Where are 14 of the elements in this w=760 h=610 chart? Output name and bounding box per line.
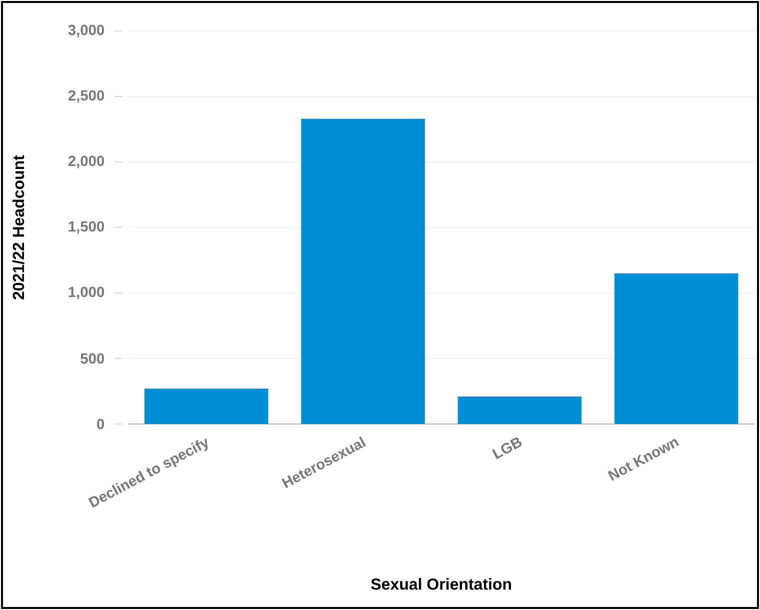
bar [458,396,582,424]
y-tick-label: 500 [80,353,104,364]
y-axis-title: 2021/22 Headcount [12,155,24,300]
y-tick-label: 1,000 [68,286,104,300]
y-tick-label: 2,500 [68,90,104,103]
x-tick-label: LGB [492,438,522,460]
y-tick-label: 3,000 [68,24,104,38]
bar [614,273,738,424]
y-tick-label: 1,500 [68,221,104,234]
y-tick-label: 0 [97,418,104,430]
y-tick-label: 2,000 [68,156,104,168]
bar [301,118,425,424]
x-axis-title: Sexual Orientation [371,578,512,590]
bar [144,388,268,424]
